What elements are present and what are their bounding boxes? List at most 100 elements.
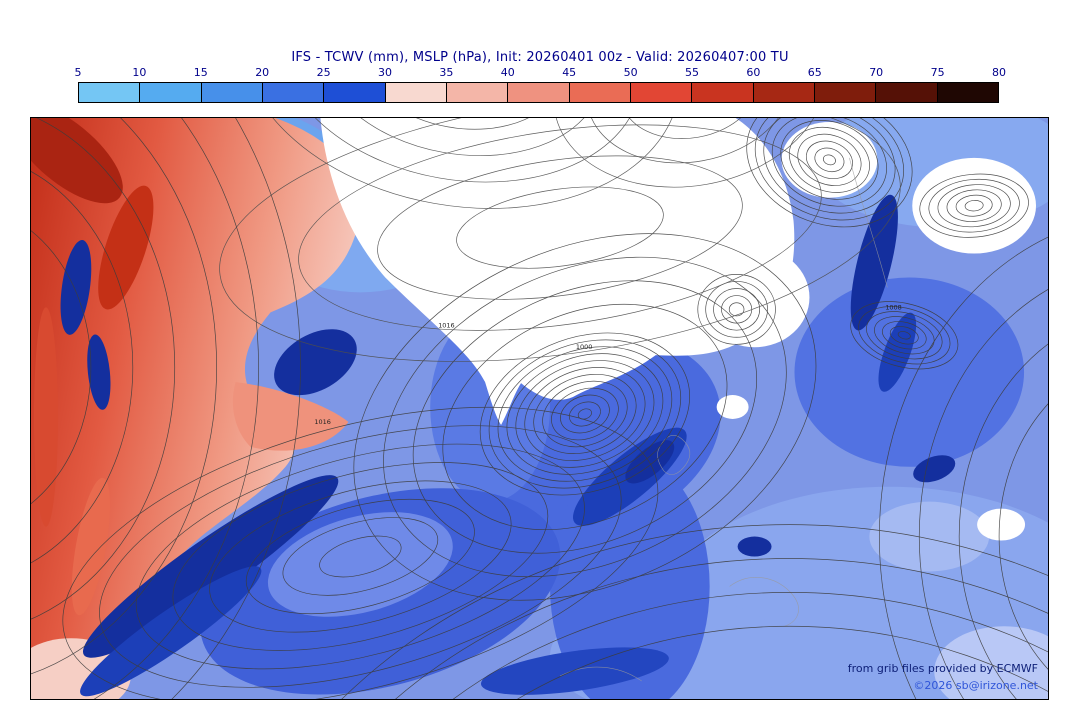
colorbar: 5 10 15 20 25 30 35 40 45 50 55 60 65 70 75 80 [74,66,1007,103]
isobar-contour [713,288,761,331]
colorbar-segment [814,83,877,102]
isobar-label: 1016 [438,321,454,329]
isobar-contour [879,236,1048,699]
colorbar-tick: 25 [316,66,331,79]
colorbar-tick: 5 [74,66,82,79]
colorbar-tick: 80 [992,66,1006,79]
isobar-contour [317,118,604,157]
isobar-contour [135,443,585,670]
isobar-contour [442,303,728,531]
isobar-contour [850,301,959,370]
colorbar-tick: 70 [869,66,884,79]
isobar-contour [697,274,776,345]
isobar-contour [577,408,592,420]
isobar-contour [479,332,691,496]
page-title: IFS - TCWV (mm), MSLP (hPa), Init: 20260… [291,50,789,65]
colorbar-segment [262,83,325,102]
isobar-contour [705,281,768,338]
isobar-contour [353,233,817,601]
isobar-contour [171,118,301,699]
coastline-outlines [559,157,888,682]
isobar-contour [62,406,659,699]
isobar-contour [172,462,549,651]
colorbar-segment [140,83,202,102]
colorbar-tick: 55 [684,66,699,79]
colorbar-tick: 30 [377,66,392,79]
isobar-contour [560,394,610,434]
isobar-label: 1016 [314,418,330,426]
colorbar-ticks: 5 10 15 20 25 30 35 40 45 50 55 60 65 70 75 80 [74,66,1007,82]
colorbar-strip [78,82,999,103]
isobar-contour [488,339,682,489]
credit-line-copyright: ©2026 sb@irizone.net [913,678,1038,692]
isobar-contour [453,592,1048,699]
map-panel: 1016 1016 1008 1000 from grib files prov… [30,117,1049,700]
isobar-contour [209,480,512,633]
isobar-contour [620,118,760,139]
isobar-rings [31,118,1048,699]
isobar-contour [533,373,637,454]
isobar-contour [456,186,664,269]
colorbar-tick: 35 [439,66,454,79]
isobar-contour [517,626,1048,699]
isobar-contour [383,256,787,578]
isobar-contour [568,401,601,427]
isobar-contour [240,118,681,209]
isobar-contour [728,302,745,317]
isobar-label: 1008 [885,303,901,311]
colorbar-tick: 75 [930,66,945,79]
isobar-contour [780,120,879,200]
isobar-labels: 1016 1016 1008 1000 [314,303,901,426]
isobar-contour [946,189,1002,222]
colorbar-tick: 10 [132,66,147,79]
colorbar-segment [876,83,938,102]
credits: from grib files provided by ECMWF ©2026 … [848,660,1038,694]
colorbar-segment [630,83,693,102]
tcwv-dark-moisture-plumes [60,194,956,697]
colorbar-segment [569,83,631,102]
isobar-contour [763,118,896,214]
colorbar-segment [446,83,509,102]
isobar-contour [219,118,901,362]
isobar-contour [524,367,646,461]
isobar-contour [889,326,919,345]
isobar-contour [497,346,673,482]
colorbar-tick: 50 [623,66,638,79]
isobar-contour [31,118,176,620]
isobar-contour [93,118,259,699]
isobar-contour [319,535,402,578]
isobar-contour [998,403,1048,670]
colorbar-segment [508,83,570,102]
credit-line-ecmwf: from grib files provided by ECMWF [847,661,1038,675]
isobar-contour [586,118,793,164]
isobar-contour [99,425,622,688]
isobar-contour [395,558,1048,699]
isobar-contour [858,306,951,365]
colorbar-tick: 45 [562,66,577,79]
isobar-contour [553,118,826,188]
isobar-contour [412,280,758,554]
isobar-contour [805,140,853,179]
isobar-contour [771,118,887,207]
isobar-contour [377,155,743,300]
weather-map-graphic: 1016 1016 1008 1000 [31,118,1048,699]
isobar-contour [918,289,1048,699]
isobar-contour [958,343,1048,699]
isobar-contour [515,360,655,468]
isobar-contour [31,118,217,675]
colorbar-tick: 15 [193,66,208,79]
isobar-contour [955,194,993,217]
isobar-contour [919,173,1029,238]
isobar-contour [542,380,628,448]
colorbar-tick: 40 [500,66,515,79]
isobar-contour [822,154,836,166]
isobar-contour [355,118,565,130]
colorbar-segment [753,83,815,102]
isobar-contour [964,200,984,212]
isobar-contour [298,124,822,331]
isobar-contour [866,311,943,360]
colorbar-segment [937,83,998,102]
isobar-contour [506,353,664,475]
colorbar-segment [201,83,263,102]
